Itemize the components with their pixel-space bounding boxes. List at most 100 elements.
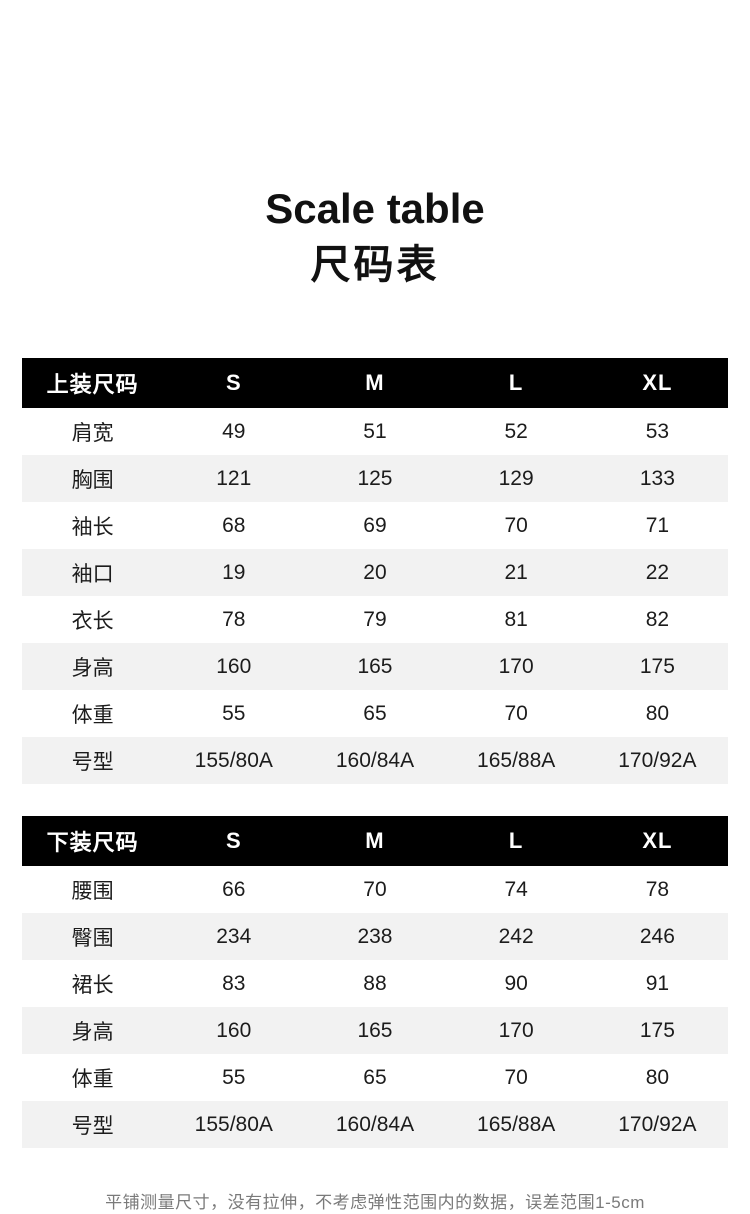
measure-label-cell: 臀围 <box>22 913 164 961</box>
size-value-cell: 74 <box>504 877 528 901</box>
size-value-cell: 53 <box>645 419 670 443</box>
size-value-cell: 165 <box>304 643 446 691</box>
tables-container: 上装尺码 S M L XL 肩宽 49 51 52 53 胸围 121 125 129 133 袖长 68 69 7… <box>0 358 750 1149</box>
size-value-cell: 70 <box>504 1065 528 1089</box>
measure-label-cell: 袖长 <box>71 515 114 539</box>
size-value-cell: 83 <box>222 971 246 995</box>
measure-label-cell: 腰围 <box>71 879 114 903</box>
measure-label-cell: 裙长 <box>71 973 114 997</box>
size-value-cell: 19 <box>163 549 305 597</box>
size-value-cell: 160/84A <box>304 1101 446 1149</box>
measure-label-cell: 体重 <box>71 1067 114 1091</box>
size-value-cell: 234 <box>163 913 305 961</box>
size-value-cell: 70 <box>363 877 387 901</box>
size-value-cell: 88 <box>363 971 387 995</box>
size-value-cell: 81 <box>504 607 528 631</box>
table-row: 臀围 234 238 242 246 <box>22 913 728 961</box>
size-value-cell: 20 <box>304 549 446 597</box>
size-value-cell: 79 <box>363 607 387 631</box>
measure-label-cell: 身高 <box>22 1007 164 1055</box>
size-value-cell: 246 <box>586 913 728 961</box>
size-value-cell: 65 <box>363 1065 387 1089</box>
measure-label-cell: 衣长 <box>71 609 114 633</box>
measure-label-cell: 体重 <box>71 703 114 727</box>
size-value-cell: 170 <box>445 643 587 691</box>
size-header-cell: M <box>304 358 446 409</box>
measure-label-cell: 号型 <box>22 1101 164 1149</box>
measure-label-cell: 袖口 <box>22 549 164 597</box>
table-row: 裙长 83 88 90 91 <box>22 960 728 1007</box>
size-value-cell: 49 <box>222 419 246 443</box>
size-value-cell: 175 <box>586 643 728 691</box>
table-row: 身高 160 165 170 175 <box>22 1007 728 1055</box>
size-value-cell: 70 <box>504 513 528 537</box>
table-row: 肩宽 49 51 52 53 <box>22 408 728 455</box>
size-value-cell: 55 <box>222 1065 246 1089</box>
table-row: 体重 55 65 70 80 <box>22 1054 728 1101</box>
size-value-cell: 165 <box>304 1007 446 1055</box>
size-value-cell: 78 <box>222 607 246 631</box>
size-header-cell: XL <box>586 816 728 867</box>
table-row: 号型 155/80A 160/84A 165/88A 170/92A <box>22 737 728 785</box>
size-table-bottom: 下装尺码 S M L XL 腰围 66 70 74 78 臀围 234 238 242 246 裙长 83 88 9… <box>22 816 728 1149</box>
size-value-cell: 52 <box>504 419 528 443</box>
size-header-cell: S <box>163 816 305 867</box>
size-header-cell: L <box>445 816 587 867</box>
size-value-cell: 80 <box>645 701 670 725</box>
size-value-cell: 71 <box>645 513 670 537</box>
table-row: 胸围 121 125 129 133 <box>22 455 728 503</box>
size-header-cell: L <box>445 358 587 409</box>
size-value-cell: 65 <box>363 701 387 725</box>
measure-label-cell: 身高 <box>22 643 164 691</box>
size-value-cell: 129 <box>445 455 587 503</box>
size-value-cell: 22 <box>586 549 728 597</box>
measure-label-cell: 胸围 <box>22 455 164 503</box>
size-value-cell: 155/80A <box>163 1101 305 1149</box>
measure-label-cell: 号型 <box>22 737 164 785</box>
page-title-zh: 尺码表 <box>310 243 440 288</box>
size-table-header-row: 上装尺码 S M L XL <box>22 358 728 409</box>
size-value-cell: 175 <box>586 1007 728 1055</box>
size-value-cell: 51 <box>363 419 387 443</box>
table-row: 衣长 78 79 81 82 <box>22 596 728 643</box>
size-value-cell: 170/92A <box>586 737 728 785</box>
size-table-header-row: 下装尺码 S M L XL <box>22 816 728 867</box>
table-title-cell: 上装尺码 <box>22 358 164 409</box>
size-value-cell: 90 <box>504 971 528 995</box>
size-value-cell: 165/88A <box>445 1101 587 1149</box>
size-header-cell: M <box>304 816 446 867</box>
size-value-cell: 121 <box>163 455 305 503</box>
table-row: 体重 55 65 70 80 <box>22 690 728 737</box>
size-value-cell: 55 <box>222 701 246 725</box>
size-value-cell: 78 <box>645 877 670 901</box>
size-value-cell: 82 <box>645 607 670 631</box>
size-value-cell: 70 <box>504 701 528 725</box>
measure-label-cell: 肩宽 <box>71 421 114 445</box>
size-value-cell: 242 <box>445 913 587 961</box>
size-value-cell: 66 <box>222 877 246 901</box>
size-value-cell: 170 <box>445 1007 587 1055</box>
size-table-top: 上装尺码 S M L XL 肩宽 49 51 52 53 胸围 121 125 129 133 袖长 68 69 7… <box>22 358 728 785</box>
size-value-cell: 160 <box>163 643 305 691</box>
size-value-cell: 160/84A <box>304 737 446 785</box>
table-row: 身高 160 165 170 175 <box>22 643 728 691</box>
table-row: 袖口 19 20 21 22 <box>22 549 728 597</box>
table-row: 腰围 66 70 74 78 <box>22 866 728 913</box>
table-title-cell: 下装尺码 <box>22 816 164 867</box>
size-value-cell: 80 <box>645 1065 670 1089</box>
table-row: 号型 155/80A 160/84A 165/88A 170/92A <box>22 1101 728 1149</box>
measurement-disclaimer: 平铺测量尺寸，没有拉伸，不考虑弹性范围内的数据，误差范围1-5cm <box>105 1193 645 1213</box>
size-value-cell: 68 <box>222 513 246 537</box>
size-value-cell: 21 <box>445 549 587 597</box>
size-value-cell: 238 <box>304 913 446 961</box>
size-value-cell: 91 <box>645 971 670 995</box>
size-value-cell: 170/92A <box>586 1101 728 1149</box>
size-value-cell: 165/88A <box>445 737 587 785</box>
size-header-cell: XL <box>586 358 728 409</box>
size-value-cell: 160 <box>163 1007 305 1055</box>
page-title-en: Scale table <box>265 185 485 232</box>
size-value-cell: 69 <box>363 513 387 537</box>
size-value-cell: 155/80A <box>163 737 305 785</box>
table-row: 袖长 68 69 70 71 <box>22 502 728 549</box>
